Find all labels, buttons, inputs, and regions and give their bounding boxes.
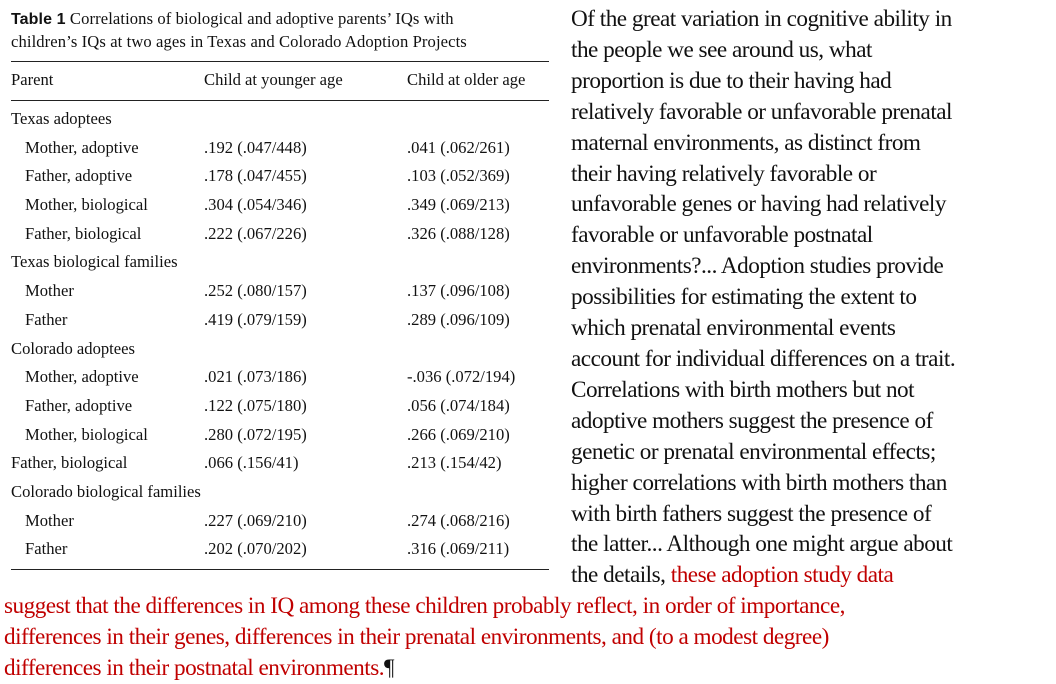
table-caption-line1: Correlations of biological and adoptive … <box>69 9 454 28</box>
paragraph-line: genetic or prenatal environmental effect… <box>571 438 936 465</box>
table-header-row: Parent Child at younger age Child at old… <box>11 70 549 92</box>
cell-older: .213 (.154/42) <box>407 453 502 473</box>
cell-older: .056 (.074/184) <box>407 395 510 415</box>
paragraph-line: environments?... Adoption studies provid… <box>571 253 944 280</box>
table-row: Father, biological .066 (.156/41) .213 (… <box>11 449 549 478</box>
quote-paragraph: Of the great variation in cognitive abil… <box>571 4 1056 591</box>
cell-older: .349 (.069/213) <box>407 195 510 215</box>
highlighted-fragment: these adoption study data <box>670 562 894 589</box>
cell-younger: .419 (.079/159) <box>204 309 307 329</box>
paragraph-line: unfavorable genes or having had relative… <box>571 191 946 218</box>
paragraph-black-fragment: the details, <box>571 562 671 589</box>
cell-parent: Mother, biological <box>25 424 148 444</box>
header-older: Child at older age <box>407 70 526 89</box>
cell-older: .289 (.096/109) <box>407 309 510 329</box>
cell-younger: .192 (.047/448) <box>204 137 307 157</box>
cell-older: .316 (.069/211) <box>407 539 510 559</box>
table-caption-label: Table 1 <box>11 11 66 28</box>
paragraph-line: proportion is due to their having had <box>571 67 892 94</box>
paragraph-line: possibilities for estimating the extent … <box>571 284 917 311</box>
cell-younger: .066 (.156/41) <box>204 453 299 473</box>
cell-parent: Mother, adoptive <box>25 367 139 387</box>
table-row: Father .419 (.079/159) .289 (.096/109) <box>11 306 549 335</box>
table-header-rule <box>11 100 549 101</box>
table-row: Father, adoptive .178 (.047/455) .103 (.… <box>11 162 549 191</box>
group-label: Texas adoptees <box>11 109 112 128</box>
cell-younger: .122 (.075/180) <box>204 395 307 415</box>
header-younger: Child at younger age <box>204 70 343 89</box>
cell-parent: Mother, biological <box>25 195 148 215</box>
table-caption-line2: children’s IQs at two ages in Texas and … <box>11 32 467 51</box>
cell-younger: .202 (.070/202) <box>204 539 307 559</box>
cell-younger: .304 (.054/346) <box>204 195 307 215</box>
paragraph-line: which prenatal environmental events <box>571 315 896 342</box>
cell-older: .326 (.088/128) <box>407 223 510 243</box>
paragraph-line: relatively favorable or unfavorable pren… <box>571 98 953 125</box>
cell-parent: Father, biological <box>11 453 128 473</box>
cell-younger: .222 (.067/226) <box>204 223 307 243</box>
table-caption: Table 1 Correlations of biological and a… <box>11 8 549 53</box>
paragraph-line: adoptive mothers suggest the presence of <box>571 407 933 434</box>
highlighted-line: differences in their genes, differences … <box>4 623 829 650</box>
paragraph-line: Of the great variation in cognitive abil… <box>571 6 952 32</box>
table-row: Mother, adoptive .021 (.073/186) -.036 (… <box>11 363 549 392</box>
table-row: Mother .252 (.080/157) .137 (.096/108) <box>11 277 549 306</box>
cell-younger: .021 (.073/186) <box>204 367 307 387</box>
paragraph-line-mixed: the details, these adoption study data <box>571 560 1056 591</box>
cell-parent: Father, adoptive <box>25 395 133 415</box>
cell-younger: .178 (.047/455) <box>204 166 307 186</box>
cell-parent: Mother <box>25 281 74 301</box>
paragraph-line: account for individual differences on a … <box>571 345 956 372</box>
group-label-row: Texas adoptees <box>11 105 549 134</box>
table-top-rule <box>11 61 549 62</box>
group-label-row: Colorado biological families <box>11 478 549 507</box>
paragraph-line: higher correlations with birth mothers t… <box>571 469 947 496</box>
cell-younger: .280 (.072/195) <box>204 424 307 444</box>
paragraph-line: favorable or unfavorable postnatal <box>571 222 873 249</box>
paragraph-line: the people we see around us, what <box>571 36 872 63</box>
group-label-row: Texas biological families <box>11 248 549 277</box>
cell-older: .274 (.068/216) <box>407 510 510 530</box>
cell-older: .103 (.052/369) <box>407 166 510 186</box>
pilcrow-mark: ¶ <box>384 654 395 681</box>
table-row: Father, adoptive .122 (.075/180) .056 (.… <box>11 392 549 421</box>
table-row: Mother, adoptive .192 (.047/448) .041 (.… <box>11 134 549 163</box>
cell-parent: Father, biological <box>25 223 142 243</box>
cell-older: .266 (.069/210) <box>407 424 510 444</box>
cell-older: .041 (.062/261) <box>407 137 510 157</box>
paragraph-line: Correlations with birth mothers but not <box>571 376 915 403</box>
table-row: Mother, biological .280 (.072/195) .266 … <box>11 421 549 450</box>
cell-parent: Father, adoptive <box>25 166 133 186</box>
table-row: Mother, biological .304 (.054/346) .349 … <box>11 191 549 220</box>
group-label-row: Colorado adoptees <box>11 335 549 364</box>
paragraph-line: the latter... Although one might argue a… <box>571 531 953 558</box>
table-body: Texas adoptees Mother, adoptive .192 (.0… <box>11 105 549 564</box>
cell-older: -.036 (.072/194) <box>407 367 516 387</box>
header-parent: Parent <box>11 70 54 89</box>
table-row: Father, biological .222 (.067/226) .326 … <box>11 220 549 249</box>
group-label: Colorado adoptees <box>11 338 135 358</box>
cell-parent: Mother <box>25 510 74 530</box>
cell-older: .137 (.096/108) <box>407 281 510 301</box>
group-label: Texas biological families <box>11 252 178 272</box>
paragraph-line: with birth fathers suggest the presence … <box>571 500 932 527</box>
cell-younger: .252 (.080/157) <box>204 281 307 301</box>
table-row: Father .202 (.070/202) .316 (.069/211) <box>11 535 549 564</box>
cell-parent: Father <box>25 539 68 559</box>
paragraph-line: maternal environments, as distinct from <box>571 129 921 156</box>
highlighted-final-fragment: differences in their postnatal environme… <box>4 654 385 681</box>
group-label: Colorado biological families <box>11 481 201 501</box>
highlighted-conclusion: suggest that the differences in IQ among… <box>4 591 1056 684</box>
highlighted-line: suggest that the differences in IQ among… <box>4 593 845 619</box>
cell-parent: Father <box>25 309 68 329</box>
paragraph-line: their having relatively favorable or <box>571 160 877 187</box>
cell-younger: .227 (.069/210) <box>204 510 307 530</box>
table-bottom-rule <box>11 569 549 570</box>
highlighted-line-final: differences in their postnatal environme… <box>4 653 1056 684</box>
cell-parent: Mother, adoptive <box>25 137 139 157</box>
correlation-table: Table 1 Correlations of biological and a… <box>11 8 549 570</box>
table-row: Mother .227 (.069/210) .274 (.068/216) <box>11 507 549 536</box>
